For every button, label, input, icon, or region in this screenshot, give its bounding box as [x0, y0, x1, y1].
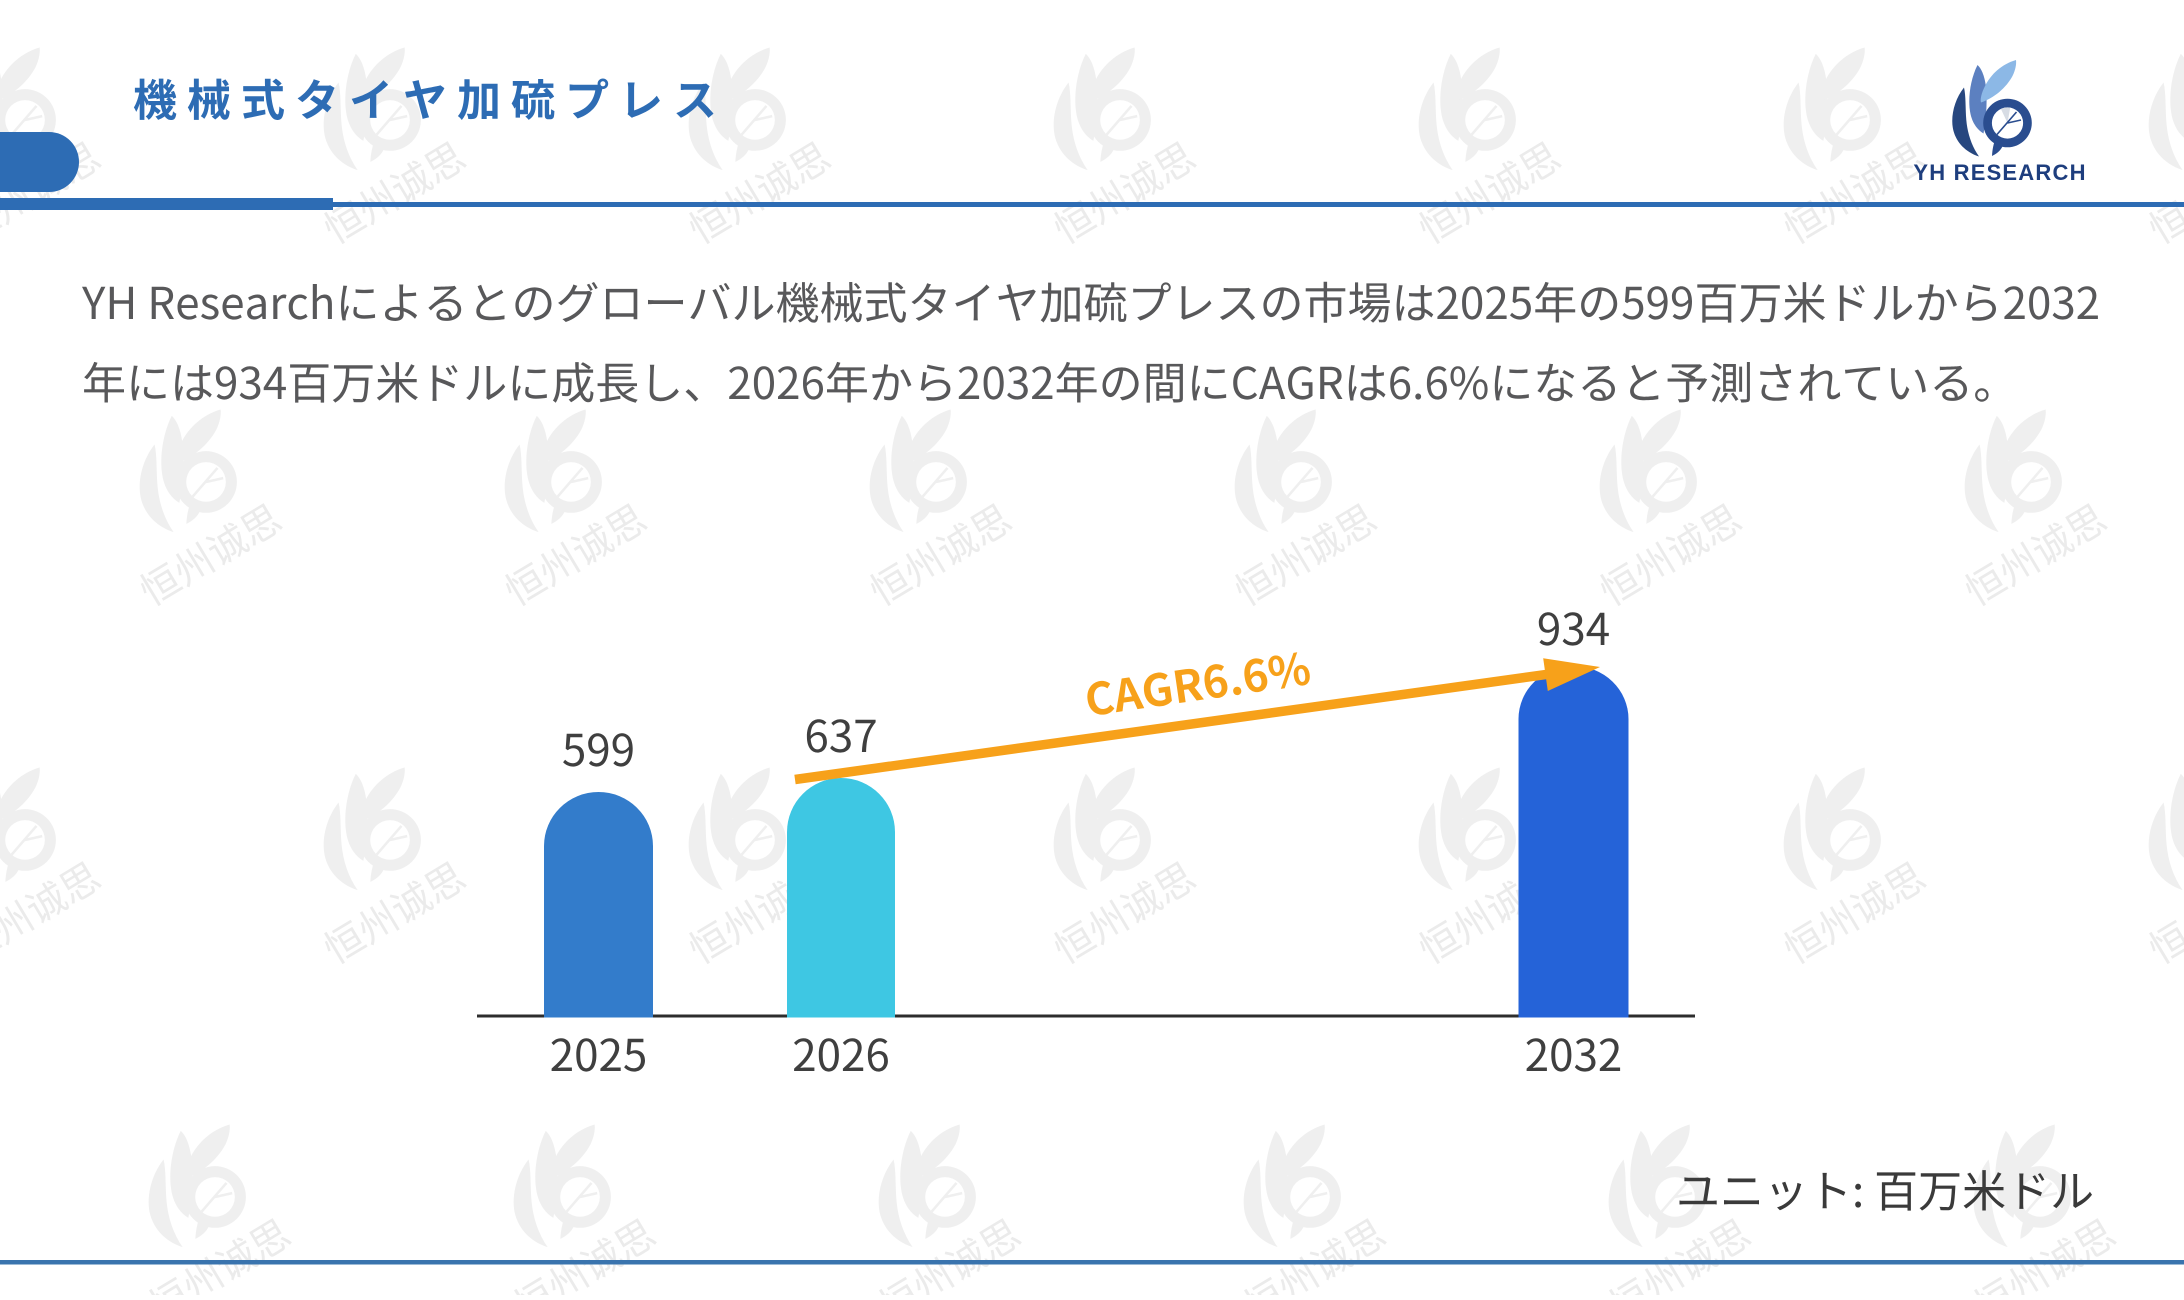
svg-text:YH RESEARCH: YH RESEARCH: [1913, 160, 2086, 185]
